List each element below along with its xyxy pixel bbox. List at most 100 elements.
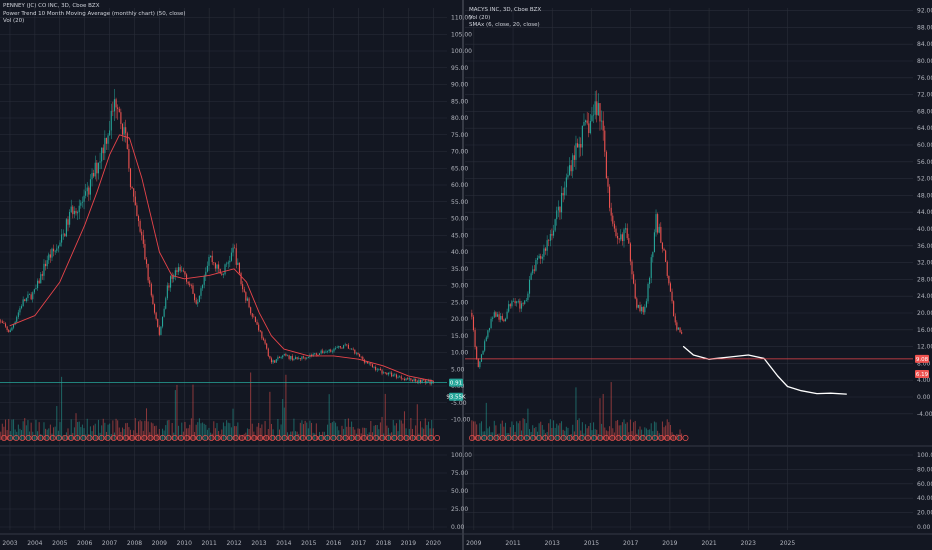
left-volume-bar [226,420,228,440]
right-volume-bar [488,426,490,440]
right-candle-body [493,312,495,318]
left-volume-bar [415,425,417,440]
left-volume-bar [1,423,3,440]
right-sma-label[interactable]: SMAx (6, close, 20, close) [469,22,540,28]
left-volume-bar [133,430,135,440]
left-candle-body [229,260,231,263]
left-candle-body [301,356,303,360]
right-candle-body [501,315,503,320]
left-y-tick-label: 60.00 [451,182,468,189]
left-indicator-label[interactable]: Power Trend 10 Month Moving Average (mon… [3,10,186,17]
left-candle-body [97,162,99,174]
right-volume-bar [575,387,577,440]
left-candle-body [290,355,292,359]
left-candle-body [341,347,343,349]
left-candle-body [56,248,58,251]
left-x-tick-label: 2015 [301,540,316,547]
left-volume-bar [384,393,386,440]
left-volume-bar [368,432,370,440]
left-volume-bar [189,424,191,440]
left-candle-body [291,355,293,360]
left-y-tick-label: 95.00 [451,65,468,72]
left-volume-bar [381,416,383,440]
left-candle-body [64,233,66,237]
right-volume-bar [532,425,534,440]
left-candle-body [11,327,13,331]
right-volume-bar [657,430,659,440]
left-volume-bar [333,421,335,440]
right-volume-bar [487,428,489,440]
left-y-tick-label: 50.00 [451,216,468,223]
right-volume-label[interactable]: Vol (20) [469,14,491,21]
left-y-tick-label: 105.00 [451,31,472,38]
left-volume-bar [179,435,181,440]
left-volume-bar [208,427,210,440]
left-volume-label[interactable]: Vol (20) [3,18,25,24]
right-candle-body [517,301,519,302]
right-price-badge-label: 9.08 [916,357,929,363]
left-volume-bar [22,421,24,440]
left-x-tick-label: 2016 [326,540,341,547]
left-candle-body [294,357,297,360]
right-volume-bar [597,434,599,440]
left-candle-body [75,210,77,214]
left-symbol-title[interactable]: PENNEY (JC) CO INC, 3D, Cboe BZX [3,3,100,9]
left-event-marker [74,435,81,441]
left-candle-body [6,326,8,330]
left-volume-bar [173,432,175,440]
left-volume-bar [275,435,277,440]
left-candle-body [46,260,48,267]
right-candle-body [593,114,595,116]
left-volume-bar [163,430,165,440]
left-volume-bar [144,420,146,440]
left-volume-bar [315,423,317,440]
right-volume-bar [596,429,598,440]
right-y-tick-label: 36.00 [917,243,932,250]
left-candle-body [367,361,369,364]
right-event-marker [578,435,585,441]
left-candle-body [86,187,88,192]
left-candle-body [355,352,357,354]
left-candle-body [67,219,69,225]
right-event-marker [609,435,616,441]
left-volume-bar [328,394,330,440]
left-volume-bar [104,422,106,440]
right-candle-body [498,314,500,320]
right-symbol-title[interactable]: MACYS INC, 3D, Cboe BZX [469,7,542,13]
left-candle-body [206,265,208,272]
left-volume-bar [254,435,256,440]
left-event-marker [428,435,434,441]
left-candle-body [379,368,381,371]
left-volume-bar [195,424,197,440]
right-candle-body [625,228,627,230]
left-candle-body [161,316,164,327]
right-candle-body [677,327,679,330]
left-candle-body [343,345,345,349]
right-event-marker [664,435,671,441]
right-candle-body [673,301,675,317]
left-volume-bar [0,431,2,440]
left-volume-bar [192,384,194,440]
right-volume-bar [554,427,556,440]
left-candle-body [429,380,431,384]
left-event-marker [397,435,404,441]
right-candle-body [585,120,587,123]
left-candle-body [69,211,71,225]
right-volume-bar [673,434,675,440]
left-volume-bar [399,419,401,440]
left-candle-body [205,271,207,277]
right-candle-body [500,315,502,320]
left-candle-body [128,148,130,169]
right-candle-body [594,101,596,115]
left-y-tick-label: 35.00 [451,266,468,273]
right-event-marker [469,435,475,441]
right-candle-body [476,346,478,359]
left-volume-bar [264,421,266,440]
left-candle-body [328,349,330,352]
left-event-marker [171,435,178,441]
left-candle-body [200,288,202,296]
left-x-tick-label: 2006 [77,540,92,547]
left-candle-body [349,348,351,350]
right-volume-bar [485,402,487,440]
